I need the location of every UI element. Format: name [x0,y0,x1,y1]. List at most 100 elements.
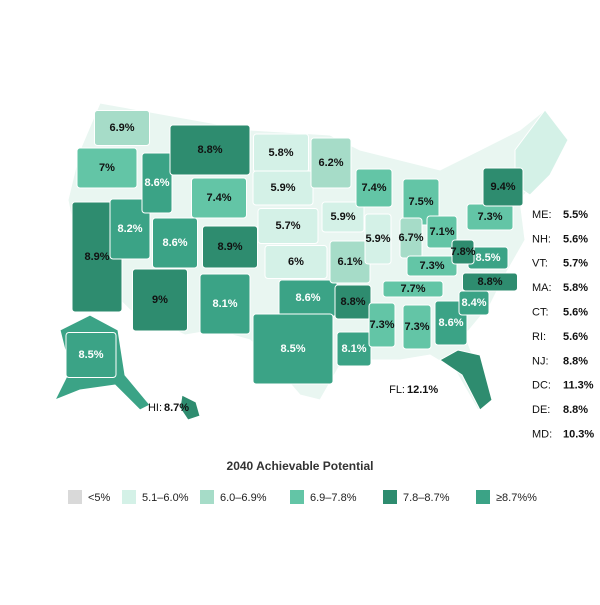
sidebar-value: 5.6% [563,307,588,319]
state-value: 7.3% [369,319,394,331]
sidebar-value: 8.8% [563,404,588,416]
state-value: 8.8% [477,276,502,288]
state-shape [109,198,151,260]
state-value: 8.6% [295,292,320,304]
sidebar-abbr: MD: [532,429,552,441]
state-value: 7.1% [429,226,454,238]
sidebar-value: 5.7% [563,258,588,270]
sidebar-abbr: NJ: [532,355,549,367]
sidebar-abbr: CT: [532,307,549,319]
sidebar-abbr: ME: [532,209,552,221]
state-value: 6.7% [398,232,423,244]
legend-swatch [68,490,82,504]
state-shape [439,349,493,411]
state-value: 6.1% [337,256,362,268]
state-value: 6.2% [318,157,343,169]
sidebar-value: 10.3% [563,429,594,441]
sidebar-value: 5.6% [563,233,588,245]
state-value: 5.9% [270,182,295,194]
state-shape [257,208,319,244]
sidebar-value: 5.8% [563,282,588,294]
state-shape [402,304,432,350]
legend-swatch [122,490,136,504]
sidebar-value: 8.8% [563,355,588,367]
sidebar-value: 5.5% [563,209,588,221]
state-shape [132,268,188,332]
legend: <5% 5.1–6.0% 6.0–6.9% 6.9–7.8% 7.8–8.7% ≥8.7%… [68,490,537,504]
state-shape [451,239,475,265]
state-shape [310,137,352,189]
state-value: 8.1% [341,343,366,355]
state-value: 7.7% [400,283,425,295]
legend-label: 6.9–7.8% [310,492,357,504]
sidebar-value: 5.6% [563,331,588,343]
state-shape [264,245,328,279]
state-prefix: HI: [148,402,162,414]
state-value: 5.7% [275,220,300,232]
state-value: 8.4% [461,297,486,309]
state-shape [364,213,392,265]
state-value: 8.5% [280,343,305,355]
state-value: 8.6% [438,317,463,329]
legend-label: <5% [88,492,111,504]
state-value: 7.3% [404,321,429,333]
state-value: 5.9% [330,211,355,223]
legend-swatch [476,490,490,504]
state-shape [368,302,396,348]
state-value: 8.9% [217,241,242,253]
state-value: 8.5% [475,252,500,264]
state-value: 9% [152,294,168,306]
sidebar-value: 11.3% [563,380,594,392]
state-shape [482,167,524,207]
state-prefix: FL: [389,384,405,396]
state-shape [65,332,117,378]
state-shape [321,201,365,233]
state-value: 5.9% [365,233,390,245]
state-value: 7% [99,162,115,174]
state-value: 8.8% [197,144,222,156]
legend-label: 5.1–6.0% [142,492,189,504]
state-value: 7.5% [408,196,433,208]
state-shape [406,255,458,277]
sidebar-abbr: MA: [532,282,552,294]
state-value: 5.8% [268,147,293,159]
state-shape [334,284,372,320]
state-value: 7.8% [450,246,475,258]
state-value: 9.4% [490,181,515,193]
state-value: 8.5% [78,349,103,361]
state-shape [202,225,258,269]
sidebar-abbr: DC: [532,380,551,392]
state-shape [191,177,247,219]
legend-label: 6.0–6.9% [220,492,267,504]
state-value: 7.3% [419,260,444,272]
state-value: 6% [288,256,304,268]
state-value: 8.6% [162,237,187,249]
legend-swatch [383,490,397,504]
sidebar-abbr: VT: [532,258,548,270]
state-shape [382,280,444,298]
state-value: 7.4% [206,192,231,204]
state-shape [169,124,251,176]
state-shape [76,147,138,189]
legend-title: 2040 Achievable Potential [227,459,374,473]
state-value: 6.9% [109,122,134,134]
regions: 6.9% 7% 8.9% 8.2% 8.6% 8.8% 7.4% 8.6% 8.9% 9% 8.1%… [65,110,524,421]
legend-label: 7.8–8.7% [403,492,450,504]
legend-label: ≥8.7%% [496,492,537,504]
state-value: 8.6% [144,177,169,189]
state-value: 8.8% [340,296,365,308]
state-value: 8.2% [117,223,142,235]
state-shape [336,331,372,367]
legend-swatch [200,490,214,504]
state-shape [179,394,201,421]
sidebar-abbr: NH: [532,233,551,245]
state-value: 8.9% [84,251,109,263]
state-shape [355,168,393,208]
state-shape [141,152,173,214]
state-shape [94,110,150,146]
sidebar: ME: 5.5% NH: 5.6% VT: 5.7% MA: 5.8% CT: 5.6% RI: 5.… [532,209,594,441]
sidebar-abbr: RI: [532,331,546,343]
state-value: 7.4% [361,182,386,194]
state-shape [426,215,458,249]
